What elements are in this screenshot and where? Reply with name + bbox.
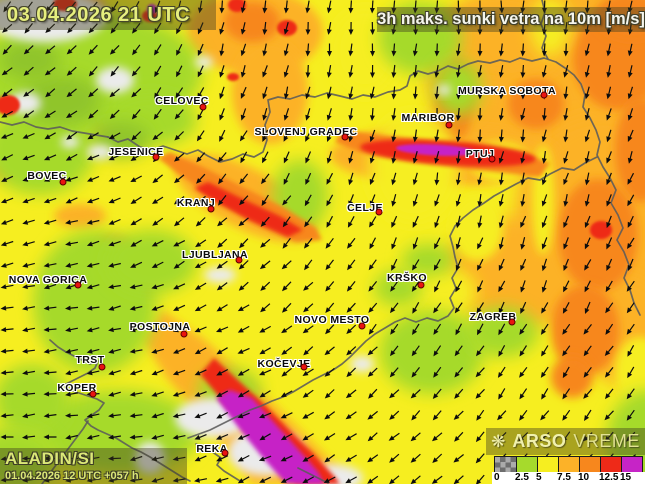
legend-swatches xyxy=(494,456,643,473)
city-dot-celje xyxy=(375,208,383,216)
legend-swatch xyxy=(516,457,537,472)
city-label-kr-ko: KRŠKO xyxy=(387,272,427,284)
city-dot-ptuj xyxy=(488,155,496,163)
city-dot-kranj xyxy=(207,205,215,213)
city-label-reka: REKA xyxy=(196,443,228,455)
legend-swatch xyxy=(537,457,558,472)
legend-tick-labels: 0 2.5 5 7.5 10 12.5 15 xyxy=(492,472,645,484)
legend-tick: 12.5 xyxy=(599,472,619,483)
city-dot-novo-mesto xyxy=(358,322,366,330)
city-dot-postojna xyxy=(180,330,188,338)
map-title: 3h maks. sunki vetra na 10m [m/s] xyxy=(377,10,645,28)
city-label-jesenice: JESENICE xyxy=(108,146,164,158)
legend-tick: 10 xyxy=(578,472,590,483)
city-label-maribor: MARIBOR xyxy=(401,112,455,124)
model-run-label: 01.04.2026 12 UTC +057 h xyxy=(5,470,139,482)
city-dot-reka xyxy=(221,449,229,457)
city-label-ko-evje: KOČEVJE xyxy=(257,358,311,370)
city-dot-zagreb xyxy=(508,318,516,326)
agency-logo: ❋ ARSO VREME xyxy=(486,428,645,455)
city-label-nova-gorica: NOVA GORICA xyxy=(8,274,88,286)
city-label-murska-sobota: MURSKA SOBOTA xyxy=(458,85,556,97)
title-strip: 3h maks. sunki vetra na 10m [m/s] xyxy=(377,7,645,32)
legend-tick: 5 xyxy=(536,472,542,483)
city-label-ptuj: PTUJ xyxy=(465,148,495,160)
legend-swatch xyxy=(495,457,516,472)
city-dot-jesenice xyxy=(152,153,160,161)
legend-tick: 7.5 xyxy=(557,472,571,483)
city-label-slovenj-gradec: SLOVENJ GRADEC xyxy=(254,126,358,138)
agency-name: ARSO xyxy=(512,431,567,451)
valid-time-label: 03.04.2026 21 UTC xyxy=(7,3,191,26)
city-label-koper: KOPER xyxy=(57,382,97,394)
legend-swatch xyxy=(579,457,600,472)
city-label-bovec: BOVEC xyxy=(27,170,67,182)
model-name: ALADIN/SI xyxy=(5,449,95,468)
city-label-kranj: KRANJ xyxy=(176,197,216,209)
legend-swatch xyxy=(600,457,621,472)
city-label-ljubljana: LJUBLJANA xyxy=(181,249,249,261)
city-dot-maribor xyxy=(445,121,453,129)
snowflake-icon: ❋ xyxy=(491,431,506,451)
timestamp-strip: 03.04.2026 21 UTC xyxy=(0,0,216,30)
city-label-celovec: CELOVEC xyxy=(155,95,209,107)
city-dot-kr-ko xyxy=(417,281,425,289)
city-dot-bovec xyxy=(59,178,67,186)
model-info-box: ALADIN/SI 01.04.2026 12 UTC +057 h xyxy=(0,448,187,484)
city-dot-celovec xyxy=(199,103,207,111)
legend-tick: 15 xyxy=(620,472,632,483)
city-label-postojna: POSTOJNA xyxy=(129,321,191,333)
city-dot-nova-gorica xyxy=(74,281,82,289)
legend-swatch xyxy=(621,457,642,472)
legend-swatch xyxy=(558,457,579,472)
city-dot-ko-evje xyxy=(300,363,308,371)
color-scale-legend: 0 2.5 5 7.5 10 12.5 15 xyxy=(492,456,645,484)
city-dot-murska-sobota xyxy=(540,91,548,99)
city-dot-koper xyxy=(89,390,97,398)
product-name: VREME xyxy=(573,431,640,451)
city-label-novo-mesto: NOVO MESTO xyxy=(294,314,370,326)
city-dot-trst xyxy=(98,363,106,371)
legend-tick: 0 xyxy=(494,472,500,483)
city-dot-ljubljana xyxy=(235,256,243,264)
legend-tick: 2.5 xyxy=(515,472,529,483)
city-label-trst: TRST xyxy=(75,354,105,366)
city-label-zagreb: ZAGREB xyxy=(469,311,517,323)
city-dot-slovenj-gradec xyxy=(341,133,349,141)
city-label-celje: CELJE xyxy=(347,202,383,214)
